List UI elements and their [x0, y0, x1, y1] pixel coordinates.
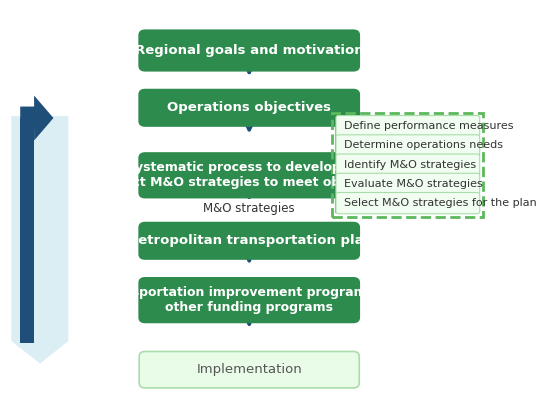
FancyBboxPatch shape — [139, 153, 359, 198]
Polygon shape — [20, 118, 34, 343]
Text: Metropolitan transportation plan: Metropolitan transportation plan — [125, 234, 373, 247]
Text: Select M&O strategies for the plan: Select M&O strategies for the plan — [344, 198, 537, 208]
FancyBboxPatch shape — [139, 89, 359, 126]
Text: Implementation: Implementation — [196, 363, 302, 376]
FancyBboxPatch shape — [336, 115, 480, 137]
Polygon shape — [11, 116, 68, 363]
FancyBboxPatch shape — [336, 192, 480, 214]
FancyBboxPatch shape — [139, 278, 359, 323]
Text: M&O strategies: M&O strategies — [204, 202, 295, 215]
FancyBboxPatch shape — [139, 222, 359, 259]
Text: Operations objectives: Operations objectives — [167, 101, 331, 114]
Text: Transportation improvement program and
other funding programs: Transportation improvement program and o… — [101, 286, 397, 314]
Text: Systematic process to develop and
select M&O strategies to meet objectives: Systematic process to develop and select… — [104, 162, 395, 189]
FancyBboxPatch shape — [336, 135, 480, 156]
Text: Evaluate M&O strategies: Evaluate M&O strategies — [344, 179, 483, 189]
FancyBboxPatch shape — [139, 351, 359, 388]
Text: Regional goals and motivation: Regional goals and motivation — [135, 44, 363, 57]
Text: Define performance measures: Define performance measures — [344, 121, 514, 131]
Polygon shape — [20, 96, 54, 140]
FancyBboxPatch shape — [336, 154, 480, 176]
Text: Determine operations needs: Determine operations needs — [344, 140, 503, 150]
Text: Identify M&O strategies: Identify M&O strategies — [344, 160, 477, 170]
Text: Monitoring and evaluation: Monitoring and evaluation — [22, 152, 32, 309]
FancyBboxPatch shape — [336, 173, 480, 194]
FancyBboxPatch shape — [139, 30, 359, 71]
